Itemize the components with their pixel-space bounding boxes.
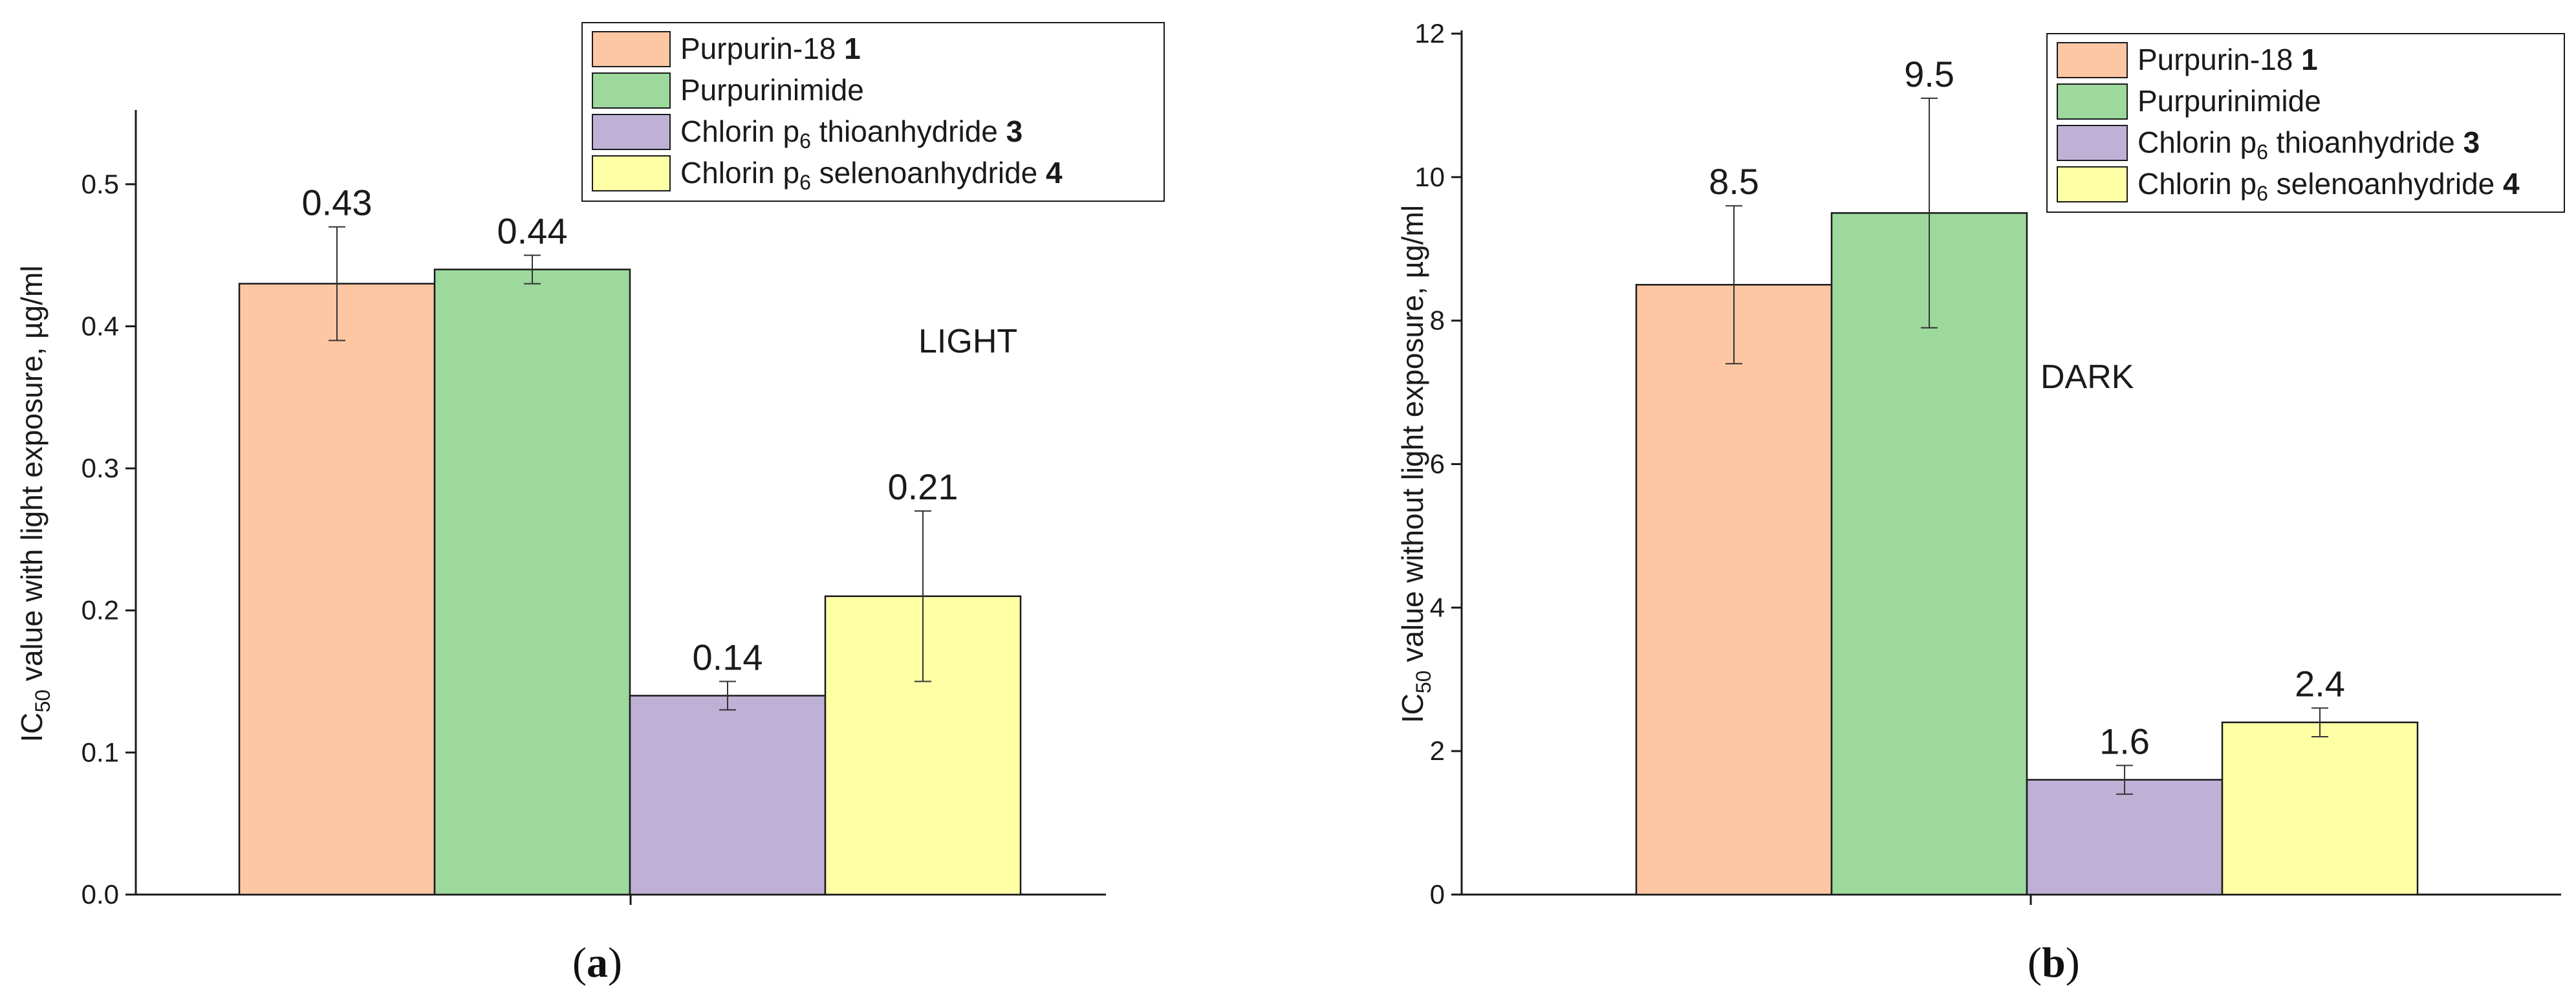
chart-b-dark: 0 2 4 6 8 10 12 8.5 9.5 1.6 2.4 IC50 value without … bbox=[1396, 18, 2565, 986]
legend-label-space bbox=[998, 114, 1006, 148]
y-axis-label: IC50 value with light exposure, µg/ml bbox=[15, 265, 54, 742]
legend-label-text: thioanhydride bbox=[2268, 125, 2455, 159]
legend-swatch-purpurinimide bbox=[592, 72, 671, 109]
legend-label-space bbox=[2455, 125, 2463, 159]
bar-selenoanhydride bbox=[2221, 721, 2419, 896]
y-tick-label: 6 bbox=[1430, 449, 1445, 479]
condition-label: DARK bbox=[2040, 358, 2134, 396]
y-tick-label: 0.5 bbox=[81, 169, 119, 199]
bar-purpurinimide bbox=[433, 268, 631, 896]
legend-label-name: Purpurinimide bbox=[2138, 84, 2321, 118]
panel-label-close: ) bbox=[2066, 939, 2080, 986]
y-tick-label: 0 bbox=[1430, 879, 1445, 909]
value-label: 1.6 bbox=[2099, 721, 2150, 761]
value-label: 2.4 bbox=[2295, 664, 2345, 704]
y-tick-label: 8 bbox=[1430, 305, 1445, 336]
legend-label: Chlorin p6 selenoanhydride 4 bbox=[2138, 167, 2520, 205]
legend-label-number: 1 bbox=[844, 32, 861, 65]
legend-label-text: selenoanhydride bbox=[2268, 167, 2495, 201]
legend-label-name: Purpurinimide bbox=[680, 73, 864, 107]
panel-label-open: ( bbox=[2028, 939, 2042, 986]
legend-label: Chlorin p6 thioanhydride 3 bbox=[680, 114, 1023, 153]
y-axis-label-prefix: IC bbox=[1396, 693, 1429, 723]
legend-label-name: Chlorin p bbox=[680, 114, 799, 148]
y-tick-label: 2 bbox=[1430, 735, 1445, 766]
legend-label-number: 4 bbox=[1046, 156, 1063, 190]
legend-label: Purpurinimide bbox=[2138, 84, 2321, 118]
value-label: 0.14 bbox=[693, 637, 763, 678]
bar-thioanhydride bbox=[2026, 779, 2224, 896]
bar-thioanhydride bbox=[629, 695, 827, 896]
legend-label-number: 4 bbox=[2503, 167, 2520, 201]
legend-label-subscript: 6 bbox=[2257, 140, 2268, 164]
legend-label-space bbox=[836, 32, 844, 65]
legend-label-name: Purpurin-18 bbox=[680, 32, 836, 65]
legend-swatch-selenoanhydride bbox=[2057, 166, 2128, 202]
y-tick-label: 0.1 bbox=[81, 737, 119, 767]
legend-label-number: 3 bbox=[1006, 114, 1023, 148]
legend-label-name: Chlorin p bbox=[680, 156, 799, 190]
bar-purpurin18 bbox=[1635, 283, 1833, 896]
legend-label-name: Chlorin p bbox=[2138, 125, 2257, 159]
y-axis-label-prefix: IC bbox=[15, 713, 49, 743]
panel-label-letter: b bbox=[2042, 939, 2066, 986]
y-tick-label: 10 bbox=[1414, 162, 1445, 192]
legend-label-space bbox=[2293, 43, 2301, 76]
legend-swatch-selenoanhydride bbox=[592, 155, 671, 191]
legend-label-subscript: 6 bbox=[2257, 182, 2268, 205]
y-tick-label: 4 bbox=[1430, 592, 1445, 622]
legend-label-number: 3 bbox=[2463, 125, 2480, 159]
panel-label-letter: a bbox=[587, 939, 608, 986]
y-axis-label-subscript: 50 bbox=[31, 690, 54, 713]
legend-label: Purpurinimide bbox=[680, 73, 864, 107]
panel-label: (b) bbox=[2028, 939, 2080, 986]
legend-label: Chlorin p6 thioanhydride 3 bbox=[2138, 125, 2480, 164]
legend-label: Purpurin-18 1 bbox=[2138, 43, 2318, 76]
legend-swatch-thioanhydride bbox=[592, 114, 671, 150]
value-label: 0.44 bbox=[497, 211, 568, 252]
legend-label-subscript: 6 bbox=[799, 171, 811, 194]
legend-label-space bbox=[2495, 167, 2503, 201]
y-tick-label: 0.0 bbox=[81, 879, 119, 909]
y-axis-label: IC50 value without light exposure, µg/ml bbox=[1396, 205, 1435, 723]
legend-swatch-purpurinimide bbox=[2057, 83, 2128, 120]
legend-label: Chlorin p6 selenoanhydride 4 bbox=[680, 156, 1063, 194]
legend-swatch-purpurin18 bbox=[2057, 42, 2128, 78]
legend-label-name: Chlorin p bbox=[2138, 167, 2257, 201]
legend-box bbox=[581, 22, 1165, 202]
legend-label-number: 1 bbox=[2301, 43, 2318, 76]
value-label: 0.43 bbox=[302, 182, 373, 223]
value-label: 0.21 bbox=[888, 466, 958, 507]
panel-label-close: ) bbox=[608, 939, 622, 986]
chart-a-light: 0.0 0.1 0.2 0.3 0.4 0.5 0.43 0.44 0.14 0.21 IC50 v… bbox=[15, 22, 1165, 986]
y-axis-label-text: value with light exposure, µg/ml bbox=[15, 265, 49, 689]
legend-swatch-purpurin18 bbox=[592, 31, 671, 67]
y-tick-label: 12 bbox=[1414, 18, 1445, 49]
legend-label-name: Purpurin-18 bbox=[2138, 43, 2293, 76]
panel-label-open: ( bbox=[572, 939, 587, 986]
bar-purpurin18 bbox=[238, 283, 436, 896]
y-axis-label-text: value without light exposure, µg/ml bbox=[1396, 205, 1429, 670]
y-tick-label: 0.3 bbox=[81, 453, 119, 483]
y-axis-label-subscript: 50 bbox=[1412, 670, 1435, 693]
y-tick-label: 0.4 bbox=[81, 310, 119, 341]
panel-label: (a) bbox=[572, 939, 622, 986]
legend-label-text: thioanhydride bbox=[811, 114, 998, 148]
legend-label-space bbox=[1037, 156, 1046, 190]
legend-swatch-thioanhydride bbox=[2057, 125, 2128, 161]
legend-label-subscript: 6 bbox=[799, 129, 811, 153]
value-label: 8.5 bbox=[1709, 161, 1759, 202]
value-label: 9.5 bbox=[1904, 54, 1954, 94]
y-tick-label: 0.2 bbox=[81, 595, 119, 625]
legend-box bbox=[2046, 33, 2565, 213]
legend-label-text: selenoanhydride bbox=[811, 156, 1037, 190]
legend-label: Purpurin-18 1 bbox=[680, 32, 861, 65]
condition-label: LIGHT bbox=[918, 323, 1017, 360]
